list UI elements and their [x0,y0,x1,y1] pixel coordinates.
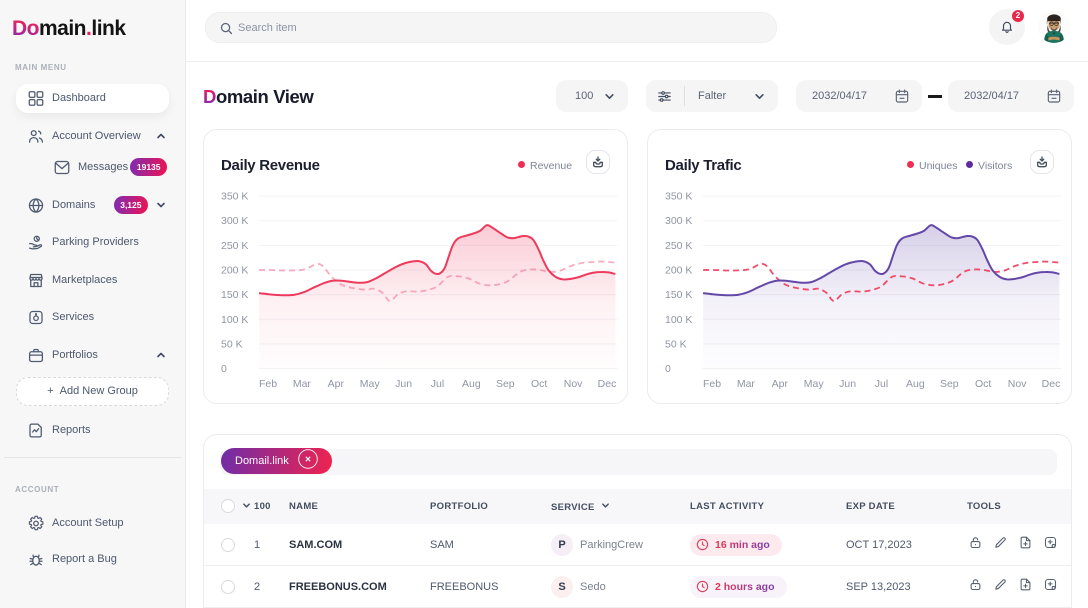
svg-text:Nov: Nov [564,378,583,390]
svg-text:Mar: Mar [737,378,756,390]
svg-text:May: May [360,378,381,390]
svg-text:Feb: Feb [259,378,277,390]
svg-text:Sep: Sep [496,378,515,390]
svg-text:Dec: Dec [1042,378,1061,390]
svg-text:Mar: Mar [293,378,312,390]
svg-text:300 K: 300 K [221,215,248,227]
svg-text:300 K: 300 K [665,215,692,227]
svg-text:Oct: Oct [975,378,991,390]
svg-text:Aug: Aug [906,378,925,390]
svg-text:Aug: Aug [462,378,481,390]
svg-text:100 K: 100 K [221,314,248,326]
svg-text:350 K: 350 K [665,191,692,203]
svg-text:150 K: 150 K [665,289,692,301]
svg-text:Jul: Jul [875,378,888,390]
svg-text:250 K: 250 K [221,240,248,252]
svg-text:May: May [804,378,825,390]
svg-text:200 K: 200 K [665,265,692,277]
svg-text:250 K: 250 K [665,240,692,252]
svg-text:Sep: Sep [940,378,959,390]
svg-text:50 K: 50 K [221,338,243,350]
svg-text:Feb: Feb [703,378,721,390]
svg-text:Dec: Dec [598,378,617,390]
svg-text:200 K: 200 K [221,265,248,277]
svg-text:Apr: Apr [772,378,789,390]
svg-text:0: 0 [221,363,227,375]
svg-text:50 K: 50 K [665,338,687,350]
svg-text:Jul: Jul [431,378,444,390]
svg-text:Apr: Apr [328,378,345,390]
svg-text:0: 0 [665,363,671,375]
svg-text:Jun: Jun [395,378,412,390]
svg-text:150 K: 150 K [221,289,248,301]
svg-text:350 K: 350 K [221,191,248,203]
svg-text:Jun: Jun [839,378,856,390]
svg-text:100 K: 100 K [665,314,692,326]
svg-text:Oct: Oct [531,378,547,390]
svg-text:Nov: Nov [1008,378,1027,390]
